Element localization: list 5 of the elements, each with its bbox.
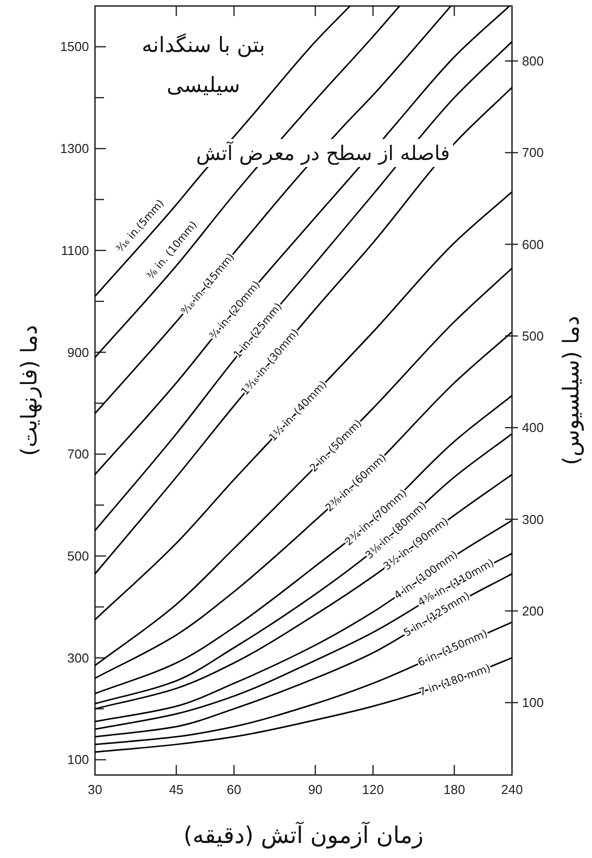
annotation: فاصله از سطح در معرض آتش — [196, 141, 450, 165]
y2label: دما (سیلسیوس) — [560, 316, 584, 466]
title: بتن با سنگدانه سیلیسی — [142, 33, 266, 97]
xlabel: زمان آزمون آتش (دقیقه) — [183, 823, 424, 849]
ylabel: دما (فارنهایت) — [18, 325, 42, 456]
